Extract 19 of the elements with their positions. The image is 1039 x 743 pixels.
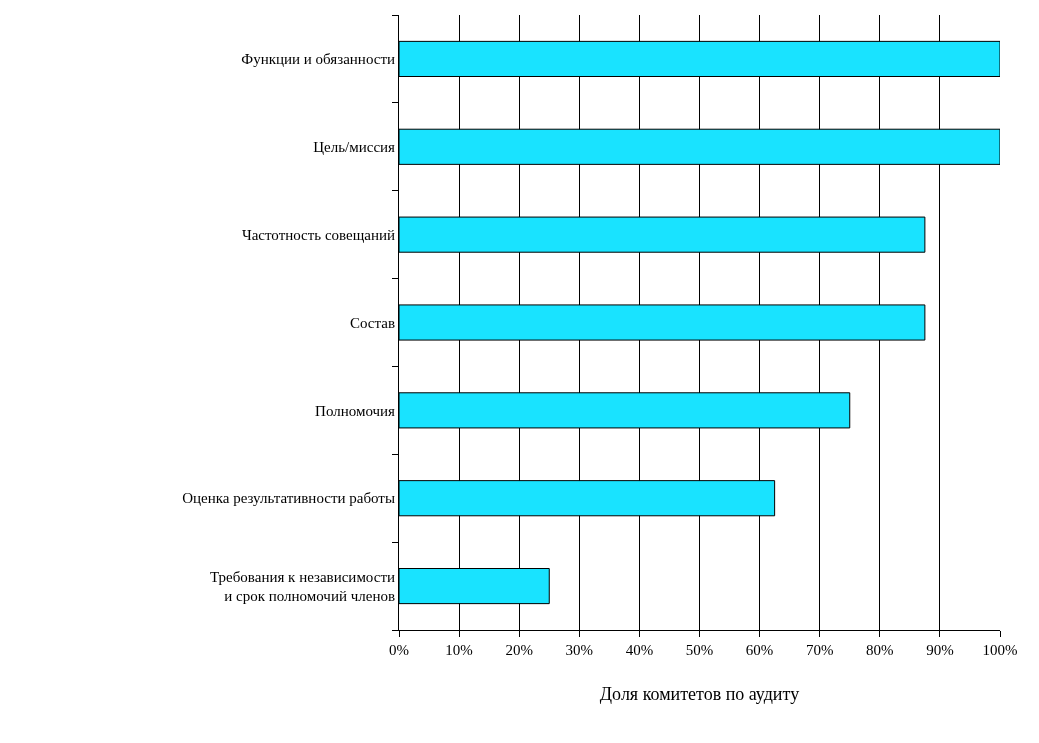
x-tick-label: 100%	[982, 642, 1018, 658]
x-axis-title: Доля комитетов по аудиту	[599, 684, 800, 705]
x-tick-label: 60%	[745, 642, 774, 658]
y-tick-label: Состав	[349, 314, 395, 331]
y-tick-label: Требования к независимости и срок полномочий членов	[209, 568, 395, 605]
x-tick-label: 20%	[505, 642, 533, 658]
x-tick-label: 30%	[565, 642, 594, 658]
y-tick-label: Функции и обязанности	[241, 51, 395, 68]
y-tick-label: Частотность совещаний	[241, 226, 395, 243]
x-tick-label: 90%	[926, 642, 954, 658]
x-tick-label: 0%	[389, 642, 409, 658]
y-tick-label: Оценка результативности работы	[182, 490, 395, 507]
y-tick-label: Полномочия	[315, 402, 396, 419]
x-tick-label: 40%	[625, 642, 654, 658]
x-tick-label: 50%	[685, 642, 714, 658]
y-tick-label: Цель/миссия	[313, 139, 396, 156]
x-tick-label: 10%	[445, 642, 473, 658]
x-tick-label: 70%	[805, 642, 834, 658]
x-tick-label: 80%	[866, 642, 894, 658]
